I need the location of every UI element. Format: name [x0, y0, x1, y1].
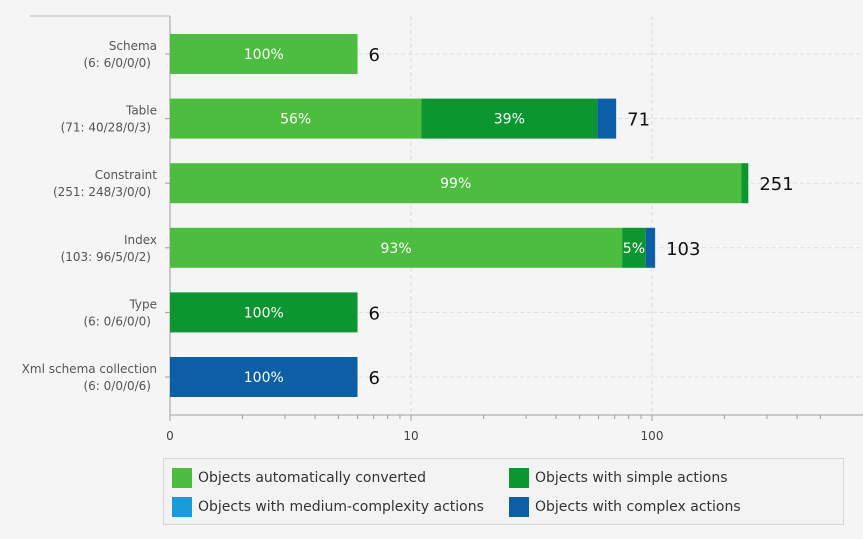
bar-segment-xml-schema-collection-objects-with-complex-actions	[170, 357, 358, 397]
category-label-xml-schema-collection: Xml schema collection	[22, 362, 157, 376]
bar-segment-schema-objects-automatically-converted	[170, 34, 358, 74]
bar-percent-label: 99%	[440, 176, 471, 192]
bar-segment-table-objects-with-simple-actions	[421, 98, 598, 139]
legend-label-complex-actions: Objects with complex actions	[535, 499, 741, 515]
legend-label-simple-actions: Objects with simple actions	[535, 470, 728, 486]
bar-segment-table-objects-automatically-converted	[170, 98, 422, 139]
category-label-type: Type	[128, 297, 157, 311]
category-label-index: Index	[124, 233, 157, 247]
bar-segment-index-objects-with-simple-actions	[622, 227, 646, 268]
legend-swatch-complex-actions	[509, 497, 529, 517]
category-detail-index: (103: 96/5/0/2)	[61, 250, 151, 264]
category-detail-schema: (6: 6/0/0/0)	[83, 56, 151, 70]
bar-percent-label: 39%	[494, 112, 525, 128]
bar-percent-label: 100%	[244, 305, 284, 321]
bar-total-label-table: 71	[627, 110, 650, 131]
bar-total-label-xml-schema-collection: 6	[369, 368, 380, 389]
legend-label-medium-actions: Objects with medium-complexity actions	[198, 499, 484, 515]
category-detail-type: (6: 0/6/0/0)	[83, 314, 151, 328]
legend-label-auto-converted: Objects automatically converted	[198, 470, 427, 486]
category-label-constraint: Constraint	[95, 168, 158, 182]
category-detail-xml-schema-collection: (6: 0/0/0/6)	[83, 379, 151, 393]
category-detail-table: (71: 40/28/0/3)	[61, 121, 151, 135]
legend-swatch-auto-converted	[172, 468, 192, 488]
bar-total-label-schema: 6	[369, 45, 380, 66]
bar-percent-label: 5%	[623, 241, 645, 257]
bar-percent-label: 93%	[381, 241, 412, 257]
x-tick-label: 0	[166, 429, 174, 443]
bar-percent-label: 100%	[244, 47, 284, 63]
bar-percent-label: 100%	[244, 370, 284, 386]
legend-item-simple-actions: Objects with simple actions	[509, 468, 728, 488]
plot-area	[170, 16, 863, 415]
bar-segment-index-objects-with-complex-actions	[645, 227, 656, 268]
chart: 0 10 100 Schema (6: 6/0/0/0) 100% 6 Table (71: 4…	[22, 15, 863, 443]
x-tick-label: 100	[641, 429, 664, 443]
bar-segment-table-objects-with-complex-actions	[597, 98, 617, 139]
bar-segment-constraint-objects-with-simple-actions	[741, 163, 749, 204]
bar-segment-type-objects-with-simple-actions	[170, 292, 358, 333]
category-detail-constraint: (251: 248/3/0/0)	[53, 185, 151, 199]
bar-segment-index-objects-automatically-converted	[170, 227, 623, 268]
category-label-schema: Schema	[109, 39, 157, 53]
bar-segment-constraint-objects-automatically-converted	[170, 163, 742, 204]
legend-item-auto-converted: Objects automatically converted	[172, 468, 426, 488]
legend-swatch-simple-actions	[509, 468, 529, 488]
legend: Objects automatically converted Objects …	[163, 458, 844, 525]
x-tick-label: 10	[403, 429, 418, 443]
legend-item-complex-actions: Objects with complex actions	[509, 497, 741, 517]
bar-total-label-type: 6	[369, 303, 380, 324]
bar-total-label-constraint: 251	[759, 174, 793, 195]
bar-total-label-index: 103	[666, 239, 700, 260]
bar-percent-label: 56%	[280, 112, 311, 128]
category-label-table: Table	[125, 104, 157, 118]
legend-item-medium-actions: Objects with medium-complexity actions	[172, 497, 484, 517]
legend-swatch-medium-actions	[172, 497, 192, 517]
